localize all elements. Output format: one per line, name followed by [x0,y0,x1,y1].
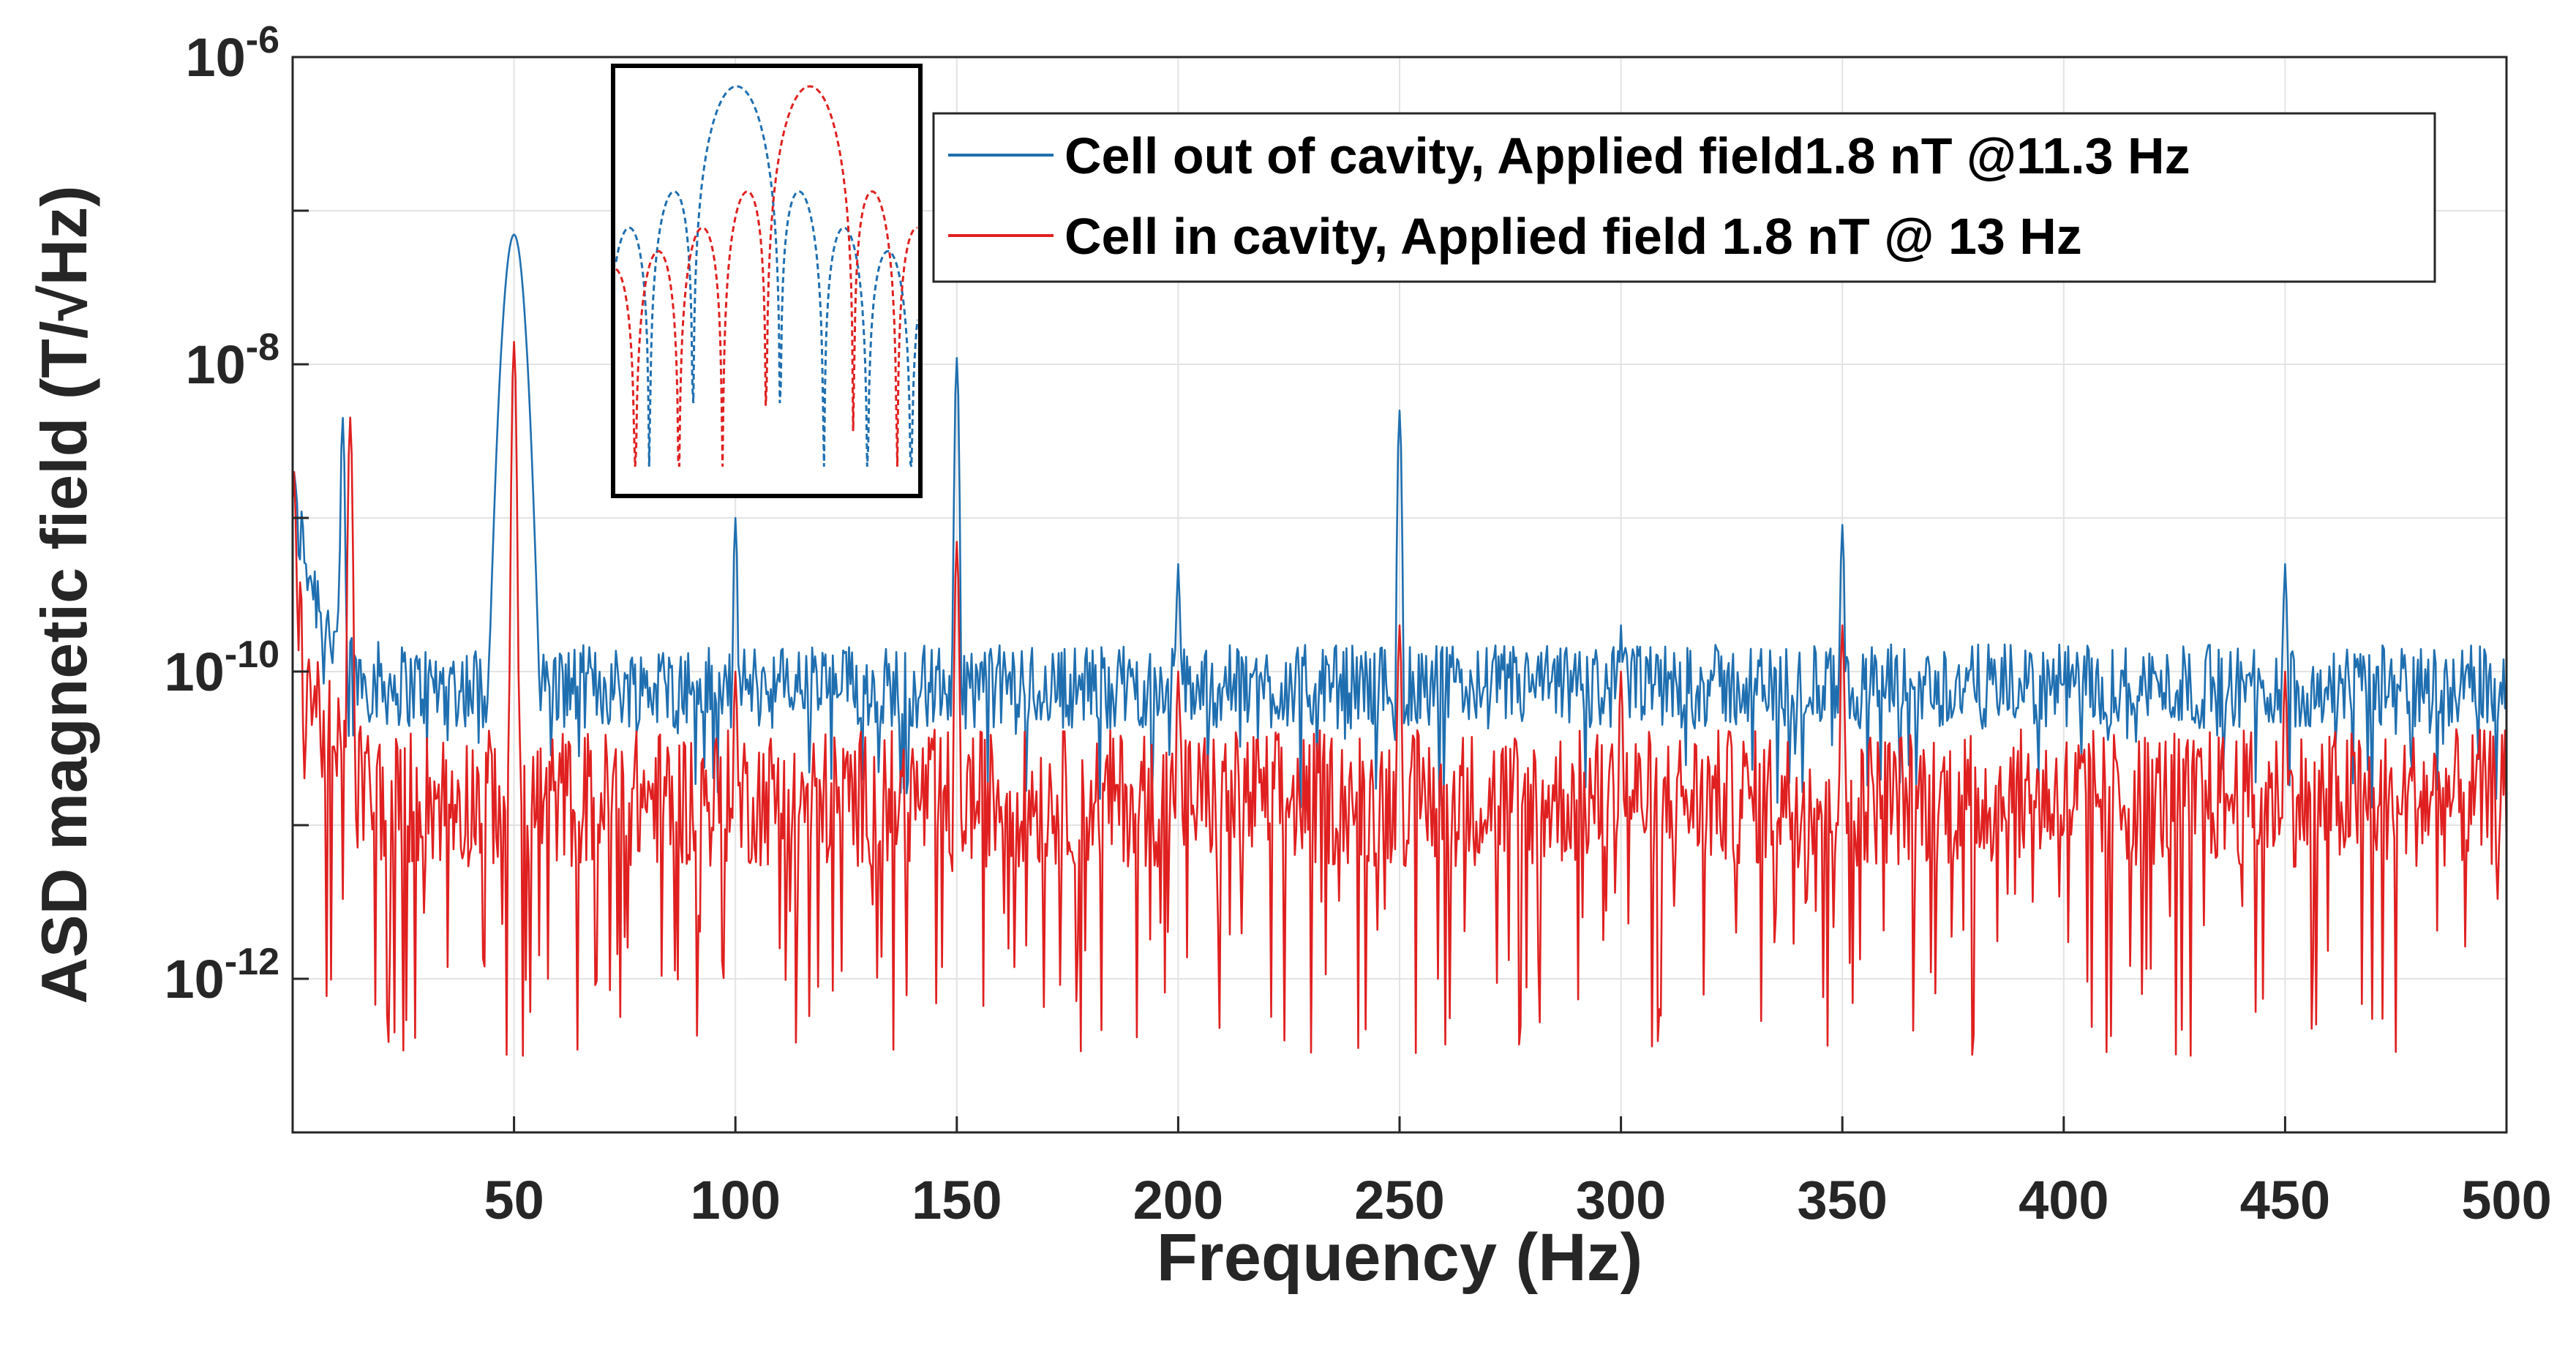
tick-marks [293,56,2508,1134]
x-tick-label: 100 [690,1170,780,1230]
inset-frame [611,64,923,498]
x-tick-label: 200 [1133,1170,1223,1230]
y-tick-exponent: -6 [246,19,279,61]
y-axis-title: ASD magnetic field (T/√Hz) [28,185,100,1004]
x-axis-title: Frequency (Hz) [1157,1220,1643,1295]
y-tick-label: 10-10 [165,634,279,702]
series-line-out-of-cavity [291,233,2508,810]
legend: Cell out of cavity, Applied field1.8 nT … [932,112,2436,283]
x-tick-label: 350 [1797,1170,1887,1230]
legend-entry-in-cavity: Cell in cavity, Applied field 1.8 nT @ 1… [1064,208,2082,265]
legend-entry-out-of-cavity: Cell out of cavity, Applied field1.8 nT … [1064,127,2190,184]
y-tick-label: 10-6 [185,19,279,88]
x-tick-label: 300 [1576,1170,1666,1230]
y-tick-exponent: -12 [225,941,279,983]
y-tick-labels: 10-6 10-8 10-10 10-12 [165,19,279,1010]
y-tick-label: 10-12 [165,941,279,1010]
y-tick-base: 10 [185,27,245,88]
y-tick-label: 10-8 [185,326,279,395]
x-tick-label: 250 [1354,1170,1444,1230]
series-layer [291,233,2508,1057]
x-tick-label: 500 [2461,1170,2551,1230]
legend-box [932,112,2436,283]
y-tick-exponent: -10 [225,634,279,676]
y-tick-exponent: -8 [246,326,279,369]
inset-line-in-cavity [615,85,918,467]
y-tick-base: 10 [185,334,245,395]
series-line-in-cavity [291,340,2508,1057]
y-tick-base: 10 [165,949,225,1010]
y-tick-base: 10 [165,642,225,702]
inset-line-out-of-cavity [615,85,919,467]
x-tick-label: 50 [484,1170,544,1230]
x-tick-labels: 50 100 150 200 250 300 350 400 450 500 [484,1170,2551,1230]
x-tick-label: 150 [912,1170,1002,1230]
inset-zoom [611,64,923,498]
x-tick-label: 450 [2240,1170,2330,1230]
x-tick-label: 400 [2019,1170,2109,1230]
